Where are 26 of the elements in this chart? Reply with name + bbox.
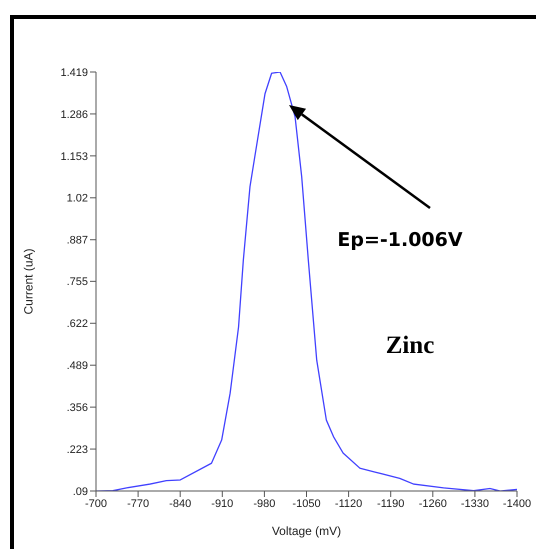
y-axis-title: Current (uA) <box>21 248 36 315</box>
y-tick-label: .356 <box>66 402 88 414</box>
x-tick-label: -1050 <box>292 498 321 510</box>
annotation: Ep=-1.006V <box>337 229 463 251</box>
x-tick-label: -840 <box>169 498 192 510</box>
y-tick-label: .622 <box>66 318 88 330</box>
y-tick-label: 1.153 <box>60 150 88 163</box>
x-tick-label: -1190 <box>377 498 404 510</box>
x-tick-label: -1400 <box>502 498 532 510</box>
x-tick-label: -1260 <box>418 498 447 510</box>
y-tick-label: 1.02 <box>66 192 88 205</box>
x-tick-label: -910 <box>211 498 234 510</box>
x-tick-label: -980 <box>253 498 276 510</box>
y-tick-label: .887 <box>66 234 88 247</box>
x-tick-label: -770 <box>127 498 150 510</box>
y-tick-label: 1.286 <box>60 108 88 121</box>
y-tick-label: .755 <box>66 276 88 288</box>
annotation: Zinc <box>386 332 434 359</box>
y-tick-label: .489 <box>66 360 88 372</box>
x-tick-label: -1120 <box>334 498 362 510</box>
y-tick-label: .09 <box>72 486 88 498</box>
x-tick-label: -1330 <box>460 498 489 510</box>
y-tick-label: 1.419 <box>60 66 88 79</box>
x-tick-label: -700 <box>84 498 108 510</box>
x-axis-title: Voltage (mV) <box>272 524 342 538</box>
y-tick-label: .223 <box>66 444 88 456</box>
